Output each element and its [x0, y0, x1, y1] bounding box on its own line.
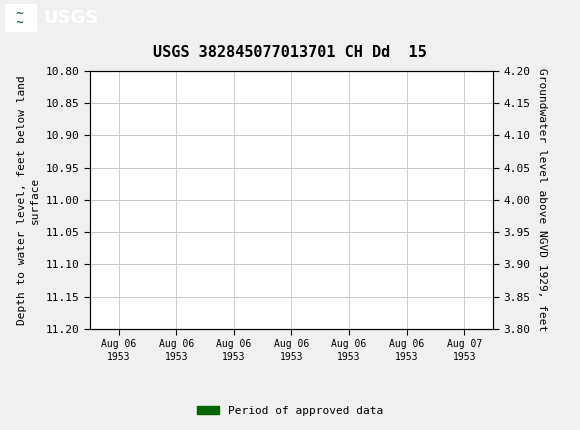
Text: USGS: USGS: [44, 9, 99, 27]
Text: ~
~: ~ ~: [16, 9, 24, 28]
FancyBboxPatch shape: [5, 4, 37, 32]
Text: USGS 382845077013701 CH Dd  15: USGS 382845077013701 CH Dd 15: [153, 45, 427, 60]
Legend: Period of approved data: Period of approved data: [193, 401, 387, 420]
Y-axis label: Depth to water level, feet below land
surface: Depth to water level, feet below land su…: [17, 75, 40, 325]
Y-axis label: Groundwater level above NGVD 1929, feet: Groundwater level above NGVD 1929, feet: [537, 68, 547, 332]
